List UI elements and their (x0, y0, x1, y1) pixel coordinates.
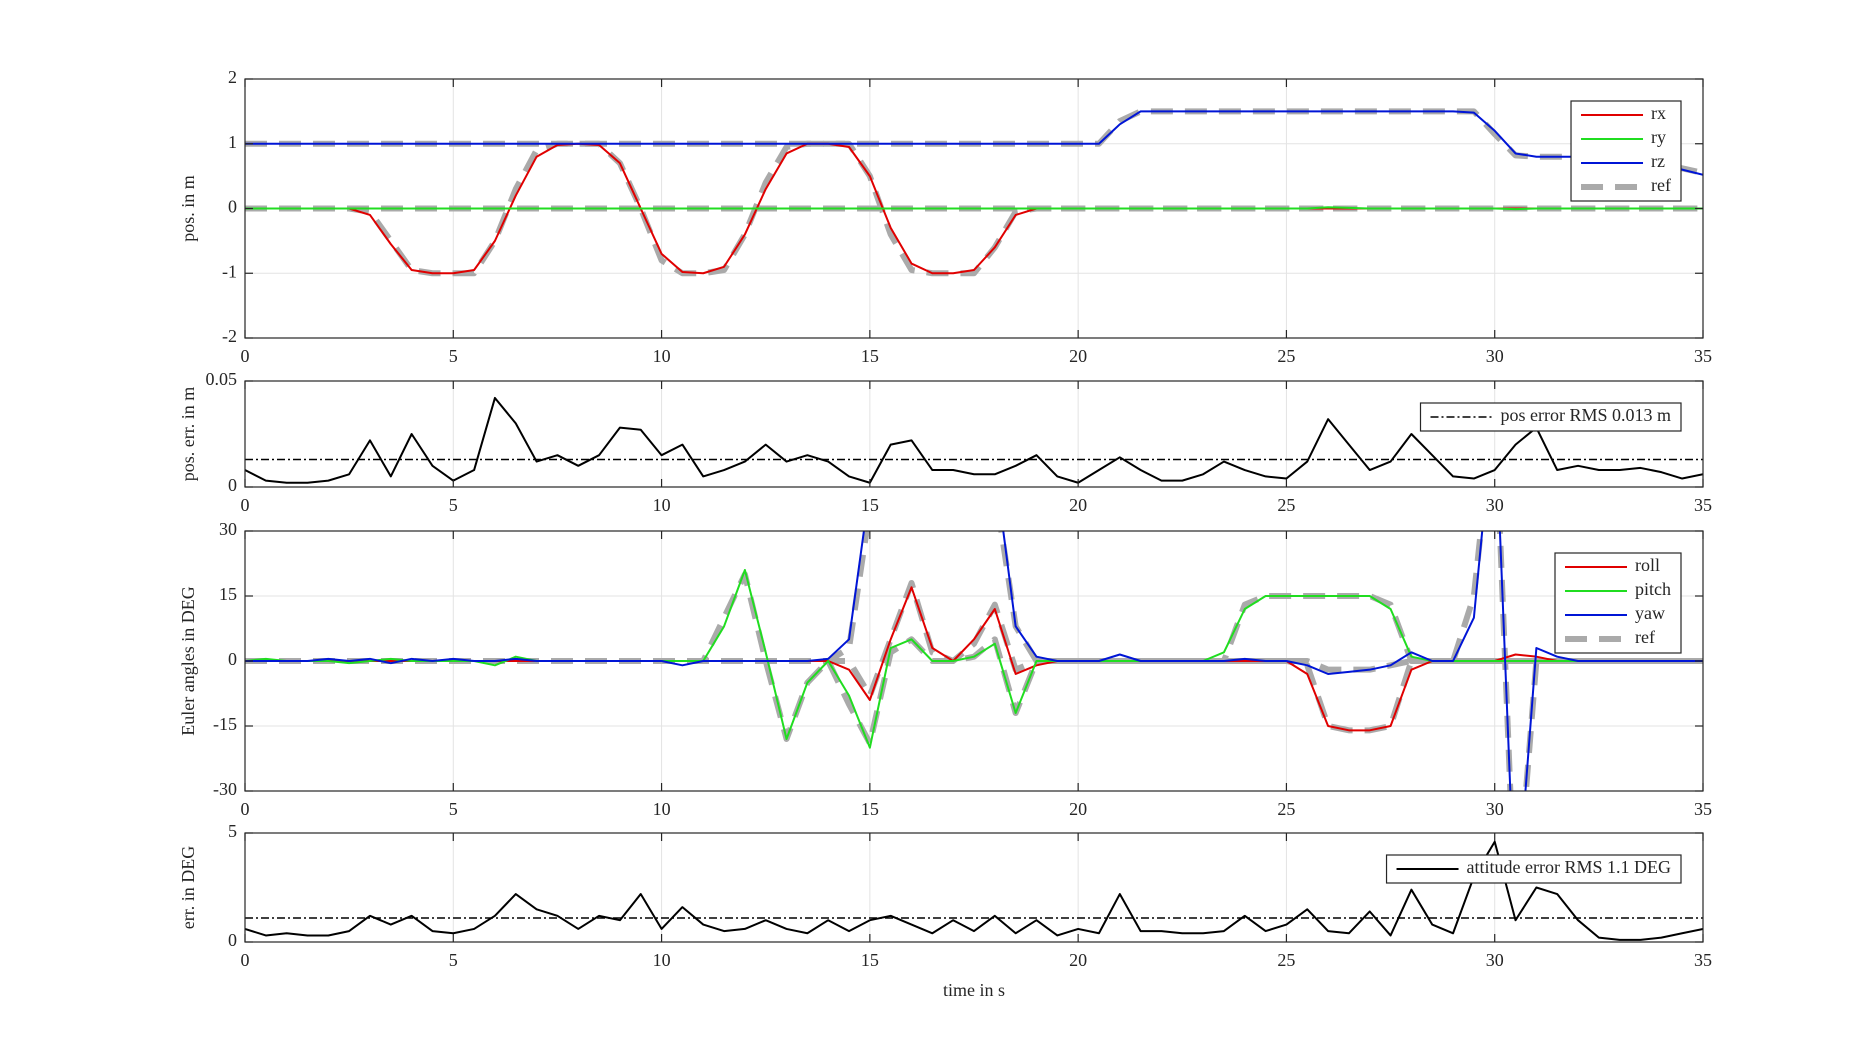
series-line (245, 396, 1703, 484)
y-tick-label: 1 (228, 132, 237, 152)
y-tick-label: 0.05 (206, 369, 238, 389)
x-tick-label: 10 (653, 950, 671, 970)
legend-label: rz (1651, 151, 1665, 171)
y-tick-label: 0 (228, 930, 237, 950)
legend-label: rx (1651, 103, 1666, 123)
y-tick-label: 30 (219, 519, 237, 539)
series-line (245, 569, 1703, 749)
y-axis-label: err. in DEG (178, 846, 198, 929)
x-tick-label: 30 (1486, 495, 1504, 515)
y-tick-label: 0 (228, 649, 237, 669)
legend-label: yaw (1635, 603, 1665, 623)
y-tick-label: 0 (228, 197, 237, 217)
x-tick-label: 5 (449, 346, 458, 366)
plot-area (245, 381, 1703, 487)
y-axis-label: pos. in m (178, 175, 198, 242)
x-tick-label: 20 (1069, 495, 1087, 515)
x-tick-label: 15 (861, 346, 879, 366)
x-tick-label: 25 (1277, 495, 1295, 515)
x-tick-label: 0 (241, 495, 250, 515)
x-tick-label: 35 (1694, 950, 1712, 970)
x-tick-label: 15 (861, 799, 879, 819)
y-tick-label: -2 (222, 326, 237, 346)
series-line (245, 110, 1703, 176)
x-tick-label: 25 (1277, 799, 1295, 819)
y-tick-label: -15 (213, 714, 237, 734)
x-tick-label: 0 (241, 799, 250, 819)
legend-label: ry (1651, 127, 1666, 147)
series-line (245, 206, 1703, 211)
x-tick-label: 35 (1694, 495, 1712, 515)
x-tick-label: 15 (861, 950, 879, 970)
x-tick-label: 10 (653, 799, 671, 819)
x-tick-label: 10 (653, 346, 671, 366)
x-tick-label: 35 (1694, 799, 1712, 819)
y-tick-label: -30 (213, 779, 237, 799)
x-tick-label: 30 (1486, 950, 1504, 970)
x-tick-label: 20 (1069, 950, 1087, 970)
x-tick-label: 25 (1277, 950, 1295, 970)
legend: roll pitch yaw ref (1554, 552, 1682, 654)
y-tick-label: -1 (222, 261, 237, 281)
legend-label: pos error RMS 0.013 m (1501, 405, 1672, 425)
x-tick-label: 20 (1069, 346, 1087, 366)
x-tick-label: 5 (449, 495, 458, 515)
series-line (245, 531, 1703, 791)
x-tick-label: 5 (449, 950, 458, 970)
legend-label: roll (1635, 555, 1660, 575)
axes-box (244, 832, 1704, 943)
x-tick-label: 15 (861, 495, 879, 515)
axes-box (244, 380, 1704, 488)
legend-label: attitude error RMS 1.1 DEG (1467, 857, 1671, 877)
y-axis-label: pos. err. in m (178, 387, 198, 482)
x-tick-label: 35 (1694, 346, 1712, 366)
legend-label: ref (1651, 175, 1671, 195)
series-line (245, 840, 1703, 941)
x-axis-label: time in s (943, 980, 1005, 1000)
x-tick-label: 30 (1486, 346, 1504, 366)
y-axis-label: Euler angles in DEG (178, 586, 198, 735)
legend-label: pitch (1635, 579, 1671, 599)
legend: attitude error RMS 1.1 DEG (1385, 854, 1682, 884)
legend-label: ref (1635, 627, 1655, 647)
y-tick-label: 15 (219, 584, 237, 604)
x-tick-label: 10 (653, 495, 671, 515)
legend: pos error RMS 0.013 m (1419, 402, 1682, 432)
x-tick-label: 20 (1069, 799, 1087, 819)
y-tick-label: 5 (228, 821, 237, 841)
y-tick-label: 2 (228, 67, 237, 87)
x-tick-label: 25 (1277, 346, 1295, 366)
x-tick-label: 30 (1486, 799, 1504, 819)
x-tick-label: 0 (241, 950, 250, 970)
x-tick-label: 0 (241, 346, 250, 366)
y-tick-label: 0 (228, 475, 237, 495)
x-tick-label: 5 (449, 799, 458, 819)
legend: rx ry rz ref (1570, 100, 1682, 202)
plot-area (245, 833, 1703, 942)
